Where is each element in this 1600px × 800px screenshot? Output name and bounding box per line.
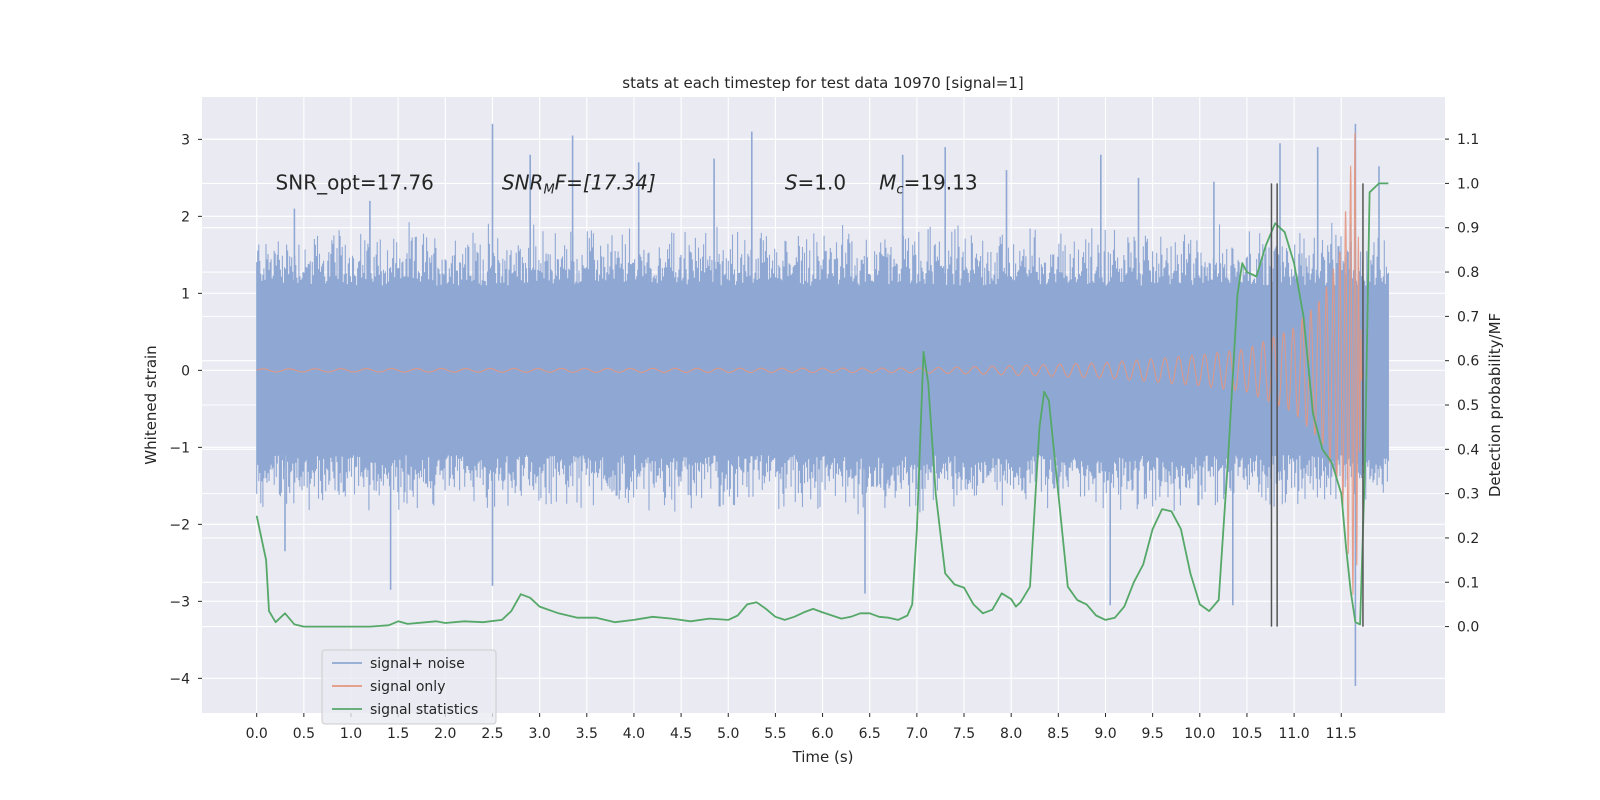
x-tick-label: 5.5: [764, 726, 786, 742]
y2-tick-label: 0.9: [1457, 221, 1479, 237]
x-tick-label: 2.0: [434, 726, 456, 742]
y-tick-label: −4: [169, 671, 190, 687]
x-tick-label: 8.0: [1000, 726, 1022, 742]
noise-band: [256, 222, 1389, 515]
noise-peaks: [284, 123, 1380, 686]
x-tick-label: 0.0: [246, 726, 268, 742]
x-tick-label: 0.5: [293, 726, 315, 742]
legend-box: [321, 649, 497, 725]
x-tick-label: 11.5: [1326, 726, 1357, 742]
x-tick-label: 6.0: [811, 726, 833, 742]
y-tick-label: 3: [181, 132, 190, 148]
x-tick-label: 11.0: [1279, 726, 1310, 742]
x-tick-label: 4.5: [670, 726, 692, 742]
y2-tick-label: 1.1: [1457, 132, 1479, 148]
y-tick-label: −2: [169, 517, 190, 533]
annotation-text: S=1.0: [785, 171, 846, 195]
legend: signal+ noise signal only signal statist…: [321, 649, 497, 725]
annotation-text: Mc=19.13: [879, 171, 977, 198]
y2-tick-label: 0.1: [1457, 575, 1479, 591]
legend-label-signal-statistics: signal statistics: [370, 702, 478, 718]
y-tick-label: 2: [181, 209, 190, 225]
y2-tick-label: 0.6: [1457, 354, 1479, 370]
x-tick-label: 3.0: [528, 726, 550, 742]
vertical-markers: [1270, 183, 1364, 627]
x-axis-title: Time (s): [792, 748, 854, 766]
x-tick-label: 9.5: [1142, 726, 1164, 742]
x-tick-label: 6.5: [859, 726, 881, 742]
y-tick-label: −3: [169, 594, 190, 610]
y2-tick-label: 0.8: [1457, 265, 1479, 281]
y2-tick-label: 0.2: [1457, 531, 1479, 547]
legend-label-signal-noise: signal+ noise: [370, 656, 465, 672]
annotation-text: SNRMF=[17.34]: [502, 171, 656, 198]
x-tick-label: 3.5: [576, 726, 598, 742]
y2-tick-label: 0.7: [1457, 309, 1479, 325]
x-tick-label: 1.0: [340, 726, 362, 742]
y-tick-label: 0: [181, 363, 190, 379]
x-tick-label: 7.5: [953, 726, 975, 742]
x-tick-label: 4.0: [623, 726, 645, 742]
x-tick-label: 2.5: [481, 726, 503, 742]
y2-tick-label: 0.5: [1457, 398, 1479, 414]
x-tick-label: 8.5: [1047, 726, 1069, 742]
x-tick-label: 10.0: [1184, 726, 1215, 742]
x-tick-label: 1.5: [387, 726, 409, 742]
y2-tick-label: 1.0: [1457, 176, 1479, 192]
legend-label-signal-only: signal only: [370, 679, 445, 695]
y2-axis-title: Detection probability/MF: [1486, 313, 1504, 497]
x-tick-label: 5.0: [717, 726, 739, 742]
x-tick-label: 10.5: [1231, 726, 1262, 742]
y-axis-title: Whitened strain: [142, 345, 160, 464]
annotation-text: SNR_opt=17.76: [276, 171, 434, 195]
signal-only-line: [256, 132, 1363, 595]
chart-title: stats at each timestep for test data 109…: [622, 74, 1023, 92]
y2-tick-label: 0.0: [1457, 620, 1479, 636]
x-tick-label: 7.0: [906, 726, 928, 742]
tick-labels: 0.0 0.5 1.0 1.5 2.0 2.5 3.0 3.5 4.0 4.5 5.0 5.5 6.0 6…: [169, 132, 1479, 742]
y2-tick-label: 0.3: [1457, 487, 1479, 503]
y-tick-label: 1: [181, 286, 190, 302]
signal-statistics-line: [255, 182, 1389, 628]
y-tick-label: −1: [169, 440, 190, 456]
annotations: SNR_opt=17.76 SNRMF=[17.34] S=1.0 Mc=19.13: [276, 171, 978, 198]
x-tick-label: 9.0: [1094, 726, 1116, 742]
data-series: [255, 123, 1389, 686]
y2-tick-label: 0.4: [1457, 442, 1479, 458]
